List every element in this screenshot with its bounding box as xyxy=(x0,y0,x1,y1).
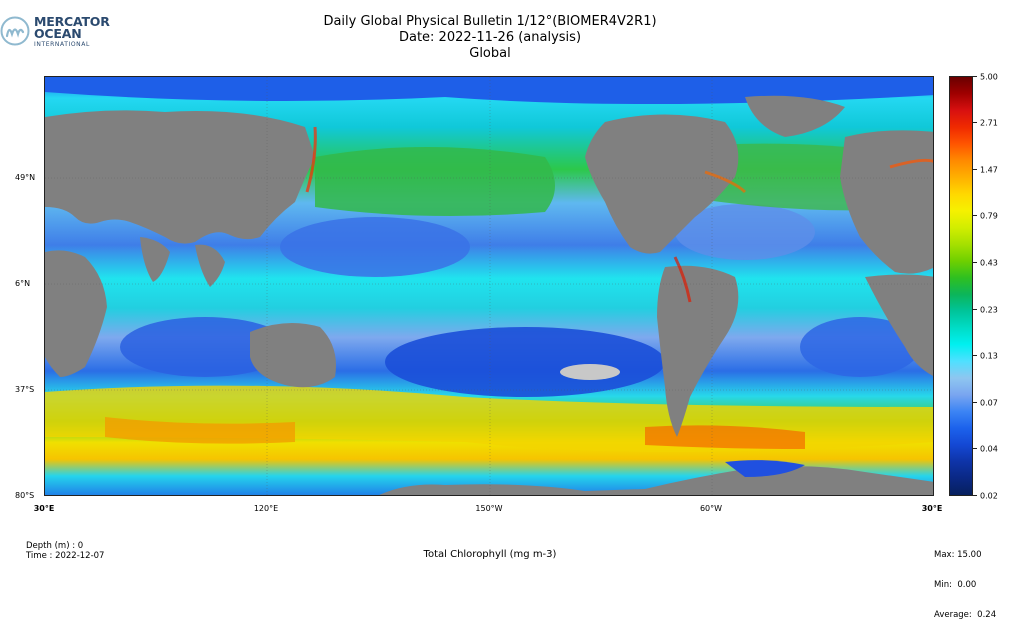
colorbar-tick-label: 0.13 xyxy=(980,351,998,361)
logo-text-line1: MERCATOR xyxy=(34,14,110,29)
colorbar-tick-label: 0.04 xyxy=(980,444,998,454)
colorbar-tick-mark xyxy=(973,448,977,449)
logo-text-line3: INTERNATIONAL xyxy=(34,41,90,48)
colorbar-tick-label: 0.07 xyxy=(980,398,998,408)
page-title: Daily Global Physical Bulletin 1/12°(BIO… xyxy=(250,14,730,62)
title-line-date: Date: 2022-11-26 (analysis) xyxy=(398,30,582,45)
colorbar-tick-label: 0.43 xyxy=(980,258,998,268)
title-line-product: Daily Global Physical Bulletin 1/12°(BIO… xyxy=(323,14,657,29)
colorbar-tick-label: 2.71 xyxy=(980,118,998,128)
colorbar-tick-label: 1.47 xyxy=(980,165,998,175)
colorbar-tick-label: 0.02 xyxy=(980,491,998,501)
lat-label-6n: 6°N xyxy=(15,279,31,288)
mercator-ocean-logo-icon xyxy=(0,16,30,46)
depth-text: Depth (m) : 0 xyxy=(26,541,84,551)
colorbar-tick-mark xyxy=(973,309,977,310)
colorbar-tick-label: 0.23 xyxy=(980,305,998,315)
mercator-ocean-logo: MERCATOR OCEAN INTERNATIONAL xyxy=(0,12,110,52)
colorbar-tick-mark xyxy=(973,262,977,263)
chlorophyll-map xyxy=(44,76,934,496)
colorbar-tick-mark xyxy=(973,355,977,356)
colorbar-tick-label: 5.00 xyxy=(980,72,998,82)
lon-label-60w: 60°W xyxy=(699,504,723,513)
min-text: Min: 0.00 xyxy=(934,580,977,590)
colorbar xyxy=(949,76,973,496)
title-line-region: Global xyxy=(469,46,511,61)
time-text: Time : 2022-12-07 xyxy=(26,551,105,561)
footer-meta: Depth (m) : 0 Time : 2022-12-07 xyxy=(26,541,104,561)
max-text: Max: 15.00 xyxy=(934,550,982,560)
variable-label: Total Chlorophyll (mg m-3) xyxy=(423,549,557,560)
lon-label-120e: 120°E xyxy=(253,504,279,513)
lat-label-49n: 49°N xyxy=(15,173,36,182)
lon-label-150w: 150°W xyxy=(475,504,503,513)
colorbar-tick-label: 0.79 xyxy=(980,211,998,221)
colorbar-tick-mark xyxy=(973,122,977,123)
colorbar-tick-mark xyxy=(973,169,977,170)
footer-stats: Max: 15.00 Min: 0.00 Average: 0.24 xyxy=(934,530,996,630)
lon-label-30e-left: 30°E xyxy=(33,504,55,513)
lat-label-80s: 80°S xyxy=(15,491,35,500)
colorbar-tick-mark xyxy=(973,215,977,216)
average-text: Average: 0.24 xyxy=(934,610,997,620)
lon-label-30e-right: 30°E xyxy=(921,504,943,513)
colorbar-tick-mark xyxy=(973,402,977,403)
colorbar-tick-mark xyxy=(973,76,977,77)
logo-text-line2: OCEAN xyxy=(34,26,82,41)
map-canvas xyxy=(45,77,933,495)
lat-label-37s: 37°S xyxy=(15,385,35,394)
colorbar-tick-mark xyxy=(973,495,977,496)
